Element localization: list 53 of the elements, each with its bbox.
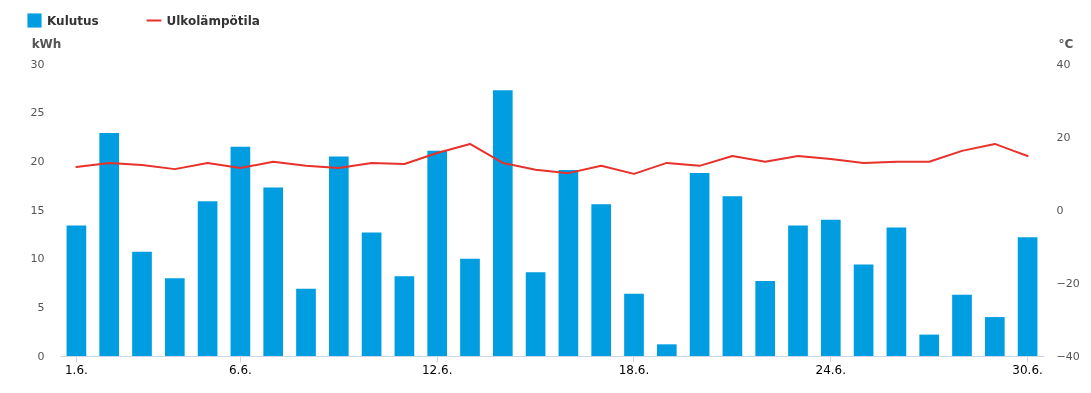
y-tick-label: 25 bbox=[30, 106, 45, 120]
bar bbox=[919, 334, 940, 356]
bar bbox=[394, 276, 415, 356]
bar bbox=[66, 225, 87, 356]
y-tick-label: 0 bbox=[37, 349, 45, 363]
x-tick-label: 18.6. bbox=[618, 362, 650, 377]
bar bbox=[755, 281, 776, 356]
y2-tick-label: 0 bbox=[1056, 203, 1064, 217]
bar bbox=[230, 146, 251, 356]
bar bbox=[722, 196, 743, 356]
line-series bbox=[75, 142, 1029, 175]
bar bbox=[328, 156, 349, 356]
y-axis-title: kWh bbox=[31, 36, 62, 51]
bar bbox=[99, 133, 120, 356]
bar bbox=[820, 219, 841, 356]
x-tick-label: 12.6. bbox=[421, 362, 453, 377]
bar bbox=[460, 258, 480, 356]
bar bbox=[591, 204, 612, 356]
y2-axis-title: °C bbox=[1058, 36, 1074, 51]
y-tick-label: 30 bbox=[30, 57, 45, 71]
y-tick-label: 10 bbox=[30, 252, 45, 266]
bar bbox=[164, 278, 185, 356]
x-tick-label: 6.6. bbox=[228, 362, 252, 377]
y2-tick-label: 20 bbox=[1056, 130, 1071, 144]
y2-tick-label: 40 bbox=[1056, 57, 1071, 71]
bar bbox=[624, 293, 644, 356]
bar bbox=[132, 251, 152, 356]
bar bbox=[427, 150, 448, 356]
bar bbox=[853, 264, 874, 356]
x-tick-label: 24.6. bbox=[815, 362, 847, 377]
y-tick-label: 20 bbox=[30, 154, 45, 168]
bar bbox=[296, 288, 316, 356]
bar bbox=[886, 227, 907, 356]
bar bbox=[558, 170, 579, 356]
bar bbox=[952, 294, 972, 356]
bar bbox=[361, 232, 382, 356]
y-tick-label: 5 bbox=[37, 300, 45, 314]
legend-label: Kulutus bbox=[47, 13, 99, 28]
bar bbox=[689, 173, 710, 356]
bar bbox=[197, 201, 218, 356]
bar bbox=[263, 187, 284, 356]
y-tick-label: 15 bbox=[30, 203, 45, 217]
x-tick-label: 30.6. bbox=[1012, 362, 1043, 377]
y2-tick-label: −40 bbox=[1056, 349, 1080, 363]
bar bbox=[656, 344, 677, 356]
bar bbox=[525, 272, 546, 356]
bar bbox=[492, 90, 513, 356]
bar bbox=[984, 317, 1005, 356]
y2-tick-label: −20 bbox=[1056, 276, 1080, 290]
legend-label: Ulkolämpötila bbox=[166, 13, 260, 28]
x-tick-label: 1.6. bbox=[64, 362, 88, 377]
bar bbox=[1017, 237, 1038, 356]
bar bbox=[788, 225, 808, 356]
